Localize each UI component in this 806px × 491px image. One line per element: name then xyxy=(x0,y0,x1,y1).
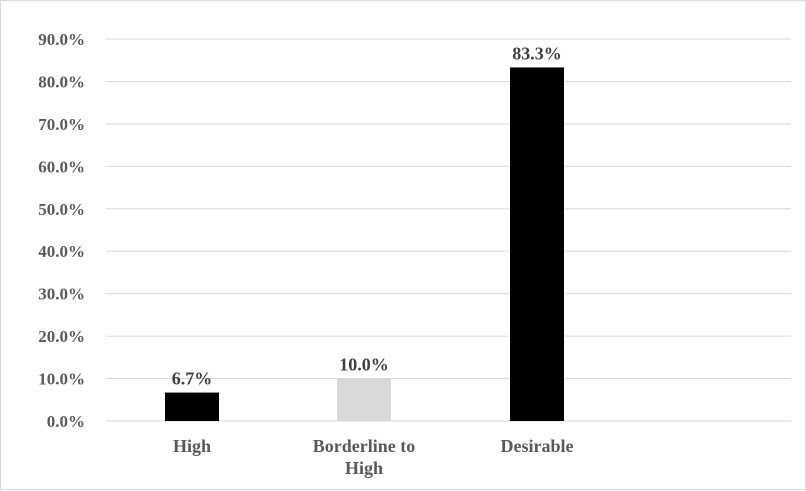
data-label: 10.0% xyxy=(339,355,389,375)
y-tick-label: 0.0% xyxy=(47,412,85,431)
y-tick-label: 70.0% xyxy=(38,115,85,134)
y-tick-label: 90.0% xyxy=(38,30,85,49)
category-label: High xyxy=(173,436,211,456)
data-label: 6.7% xyxy=(172,369,213,389)
y-tick-label: 50.0% xyxy=(38,200,85,219)
y-axis-tick-labels: 0.0% 10.0% 20.0% 30.0% 40.0% 50.0% 60.0% 70.0% 8… xyxy=(38,30,85,431)
y-tick-label: 30.0% xyxy=(38,285,85,304)
data-labels: 6.7% 10.0% 83.3% xyxy=(172,43,562,388)
category-label: Desirable xyxy=(501,436,574,456)
y-tick-label: 80.0% xyxy=(38,72,85,91)
bar xyxy=(165,392,219,421)
y-tick-label: 40.0% xyxy=(38,242,85,261)
bars xyxy=(165,67,564,421)
category-label: High xyxy=(345,458,383,478)
bar xyxy=(510,67,564,421)
bar xyxy=(337,378,391,421)
y-tick-label: 20.0% xyxy=(38,327,85,346)
data-label: 83.3% xyxy=(512,43,562,63)
y-tick-label: 10.0% xyxy=(38,370,85,389)
category-label: Borderline to xyxy=(313,436,415,456)
y-tick-label: 60.0% xyxy=(38,157,85,176)
gridlines xyxy=(106,38,791,422)
